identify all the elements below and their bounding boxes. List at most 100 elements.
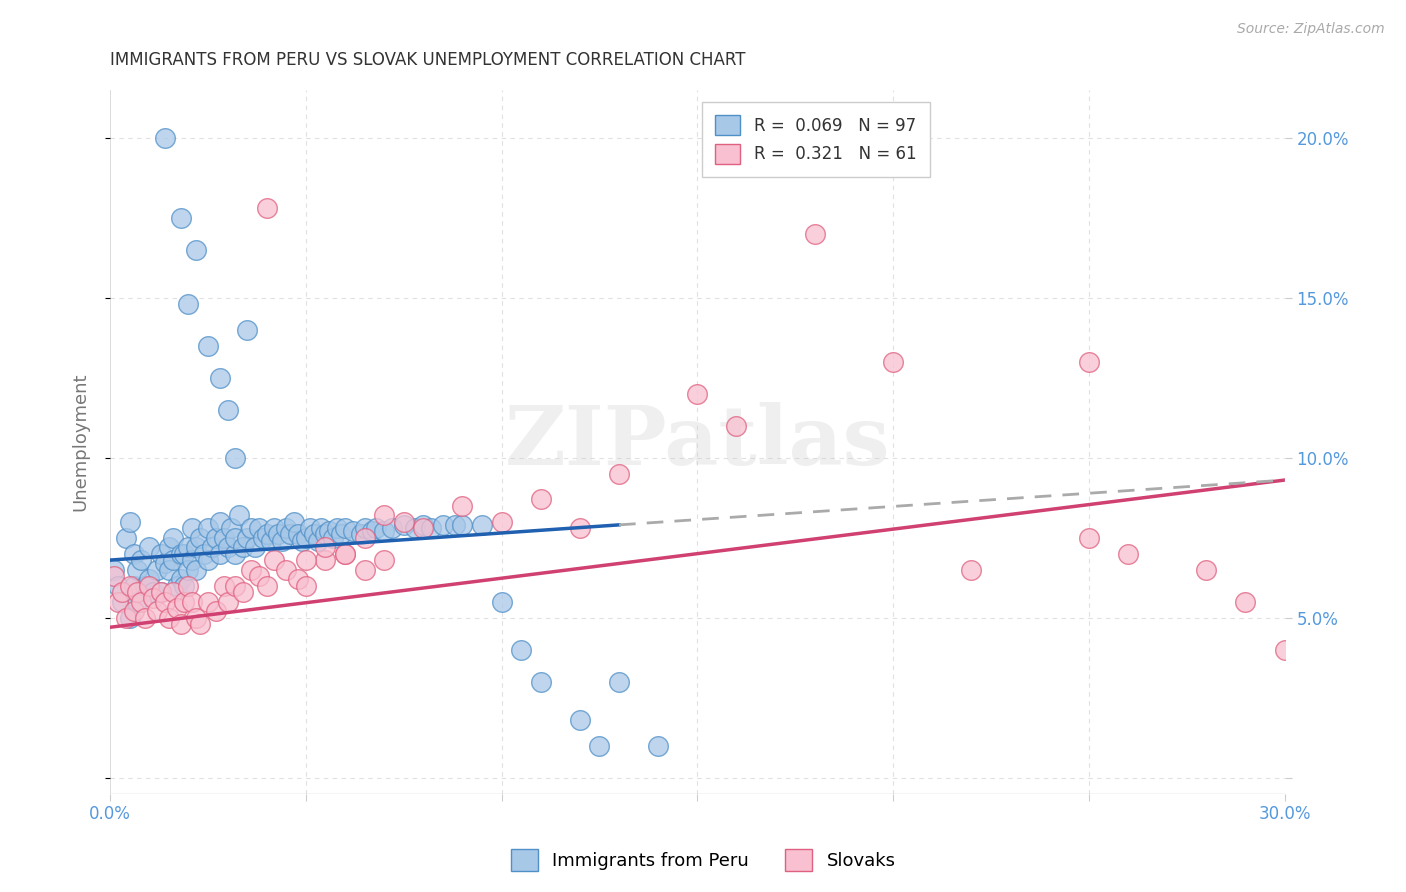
Point xyxy=(122,547,145,561)
Point xyxy=(283,515,305,529)
Point xyxy=(193,547,215,561)
Point xyxy=(221,521,243,535)
Point xyxy=(201,541,224,555)
Point xyxy=(134,579,156,593)
Point xyxy=(204,604,226,618)
Point xyxy=(212,579,235,593)
Point xyxy=(510,642,533,657)
Point xyxy=(349,527,371,541)
Point xyxy=(181,521,204,535)
Point xyxy=(134,610,156,624)
Point xyxy=(607,467,630,481)
Point xyxy=(162,585,184,599)
Point xyxy=(127,585,149,599)
Point xyxy=(138,572,160,586)
Point xyxy=(173,579,195,593)
Point xyxy=(295,531,318,545)
Point xyxy=(263,553,285,567)
Point xyxy=(107,579,129,593)
Point xyxy=(491,515,513,529)
Point xyxy=(224,579,246,593)
Point xyxy=(1077,531,1099,545)
Point xyxy=(256,579,278,593)
Point xyxy=(169,547,191,561)
Point xyxy=(107,595,129,609)
Point xyxy=(247,521,270,535)
Point xyxy=(240,563,263,577)
Legend: Immigrants from Peru, Slovaks: Immigrants from Peru, Slovaks xyxy=(503,842,903,879)
Point xyxy=(451,499,474,513)
Point xyxy=(114,531,136,545)
Point xyxy=(131,553,153,567)
Point xyxy=(259,533,281,548)
Point xyxy=(432,517,454,532)
Point xyxy=(188,531,211,545)
Point xyxy=(173,595,195,609)
Point xyxy=(568,521,591,535)
Point xyxy=(295,579,318,593)
Point xyxy=(169,572,191,586)
Text: IMMIGRANTS FROM PERU VS SLOVAK UNEMPLOYMENT CORRELATION CHART: IMMIGRANTS FROM PERU VS SLOVAK UNEMPLOYM… xyxy=(110,51,745,69)
Point xyxy=(311,521,333,535)
Point xyxy=(149,585,172,599)
Point xyxy=(333,547,356,561)
Point xyxy=(142,591,165,606)
Point xyxy=(412,517,434,532)
Point xyxy=(118,610,141,624)
Point xyxy=(326,521,349,535)
Point xyxy=(295,553,318,567)
Point xyxy=(197,339,219,353)
Point xyxy=(278,527,301,541)
Point xyxy=(153,556,176,570)
Point xyxy=(588,739,610,753)
Point xyxy=(314,553,336,567)
Point xyxy=(330,527,353,541)
Point xyxy=(353,563,375,577)
Point xyxy=(247,569,270,583)
Point xyxy=(381,521,404,535)
Point xyxy=(361,524,384,539)
Point xyxy=(298,521,321,535)
Point xyxy=(491,595,513,609)
Point xyxy=(271,533,294,548)
Point xyxy=(392,515,415,529)
Point xyxy=(169,617,191,632)
Point xyxy=(287,572,309,586)
Point xyxy=(186,563,208,577)
Point xyxy=(353,531,375,545)
Point xyxy=(197,553,219,567)
Point xyxy=(208,547,231,561)
Point xyxy=(173,547,195,561)
Point xyxy=(725,418,748,433)
Point xyxy=(287,527,309,541)
Point xyxy=(186,243,208,257)
Point xyxy=(157,541,180,555)
Point xyxy=(186,541,208,555)
Point xyxy=(318,524,340,539)
Point xyxy=(157,610,180,624)
Point xyxy=(162,553,184,567)
Point xyxy=(131,595,153,609)
Point xyxy=(256,527,278,541)
Point xyxy=(647,739,669,753)
Point xyxy=(420,521,443,535)
Legend: R =  0.069   N = 97, R =  0.321   N = 61: R = 0.069 N = 97, R = 0.321 N = 61 xyxy=(702,102,929,178)
Point xyxy=(803,227,825,241)
Point xyxy=(1077,354,1099,368)
Point xyxy=(256,201,278,215)
Point xyxy=(169,211,191,225)
Point xyxy=(471,517,494,532)
Point xyxy=(373,553,395,567)
Point xyxy=(404,521,426,535)
Point xyxy=(236,531,259,545)
Point xyxy=(224,547,246,561)
Point xyxy=(236,323,259,337)
Point xyxy=(686,386,709,401)
Point xyxy=(138,541,160,555)
Point xyxy=(177,579,200,593)
Point xyxy=(412,521,434,535)
Point xyxy=(960,563,983,577)
Point xyxy=(153,130,176,145)
Point xyxy=(224,531,246,545)
Point xyxy=(333,521,356,535)
